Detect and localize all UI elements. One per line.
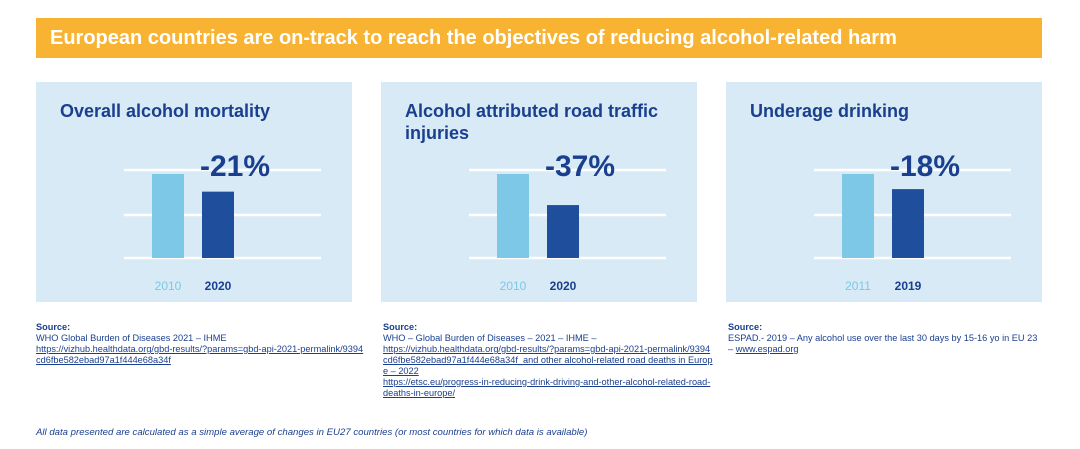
bar-2019	[892, 189, 924, 258]
change-percentage-label: -18%	[890, 150, 960, 183]
footnote: All data presented are calculated as a s…	[36, 427, 588, 438]
bar-2010	[497, 174, 529, 258]
source-link[interactable]: www.espad.org	[735, 344, 799, 354]
change-percentage-label: -37%	[545, 150, 615, 183]
tick-label-2011: 2011	[845, 279, 871, 293]
source-link[interactable]: https://etsc.eu/progress-in-reducing-dri…	[383, 377, 711, 398]
source-link[interactable]: https://vizhub.healthdata.org/gbd-result…	[383, 344, 713, 376]
source-text: WHO – Global Burden of Diseases – 2021 –…	[383, 333, 597, 343]
chart-title: Underage drinking	[750, 101, 910, 121]
bar-2020	[202, 191, 234, 258]
chart-title: Overall alcohol mortality	[60, 101, 271, 121]
bar-2011	[842, 174, 874, 258]
chart-svg: 2010 2020 -21%	[124, 150, 321, 293]
tick-label-2010: 2010	[155, 279, 182, 293]
chart-svg: 2010 2020 -37%	[469, 150, 666, 293]
source-text: WHO Global Burden of Diseases 2021 – IHM…	[36, 333, 227, 343]
source-note-mortality: Source: WHO Global Burden of Diseases 20…	[36, 322, 366, 366]
chart-panel-mortality: Overall alcohol mortality 2010 2020 -21%	[36, 82, 352, 302]
tick-label-2010: 2010	[500, 279, 527, 293]
tick-label-2019: 2019	[895, 279, 922, 293]
source-label: Source:	[383, 322, 418, 332]
bar-2010	[152, 174, 184, 258]
headline-title: European countries are on-track to reach…	[50, 26, 897, 49]
bar-2020	[547, 205, 579, 258]
chart-panel-underage-drinking: Underage drinking 2011 2019 -18%	[726, 82, 1042, 302]
source-label: Source:	[728, 322, 763, 332]
chart-title: Alcohol attributed road traffic injuries	[405, 101, 659, 143]
source-note-underage-drinking: Source: ESPAD.- 2019 – Any alcohol use o…	[728, 322, 1038, 355]
source-link[interactable]: https://vizhub.healthdata.org/gbd-result…	[36, 344, 364, 365]
source-label: Source:	[36, 322, 71, 332]
headline-banner: European countries are on-track to reach…	[36, 18, 1042, 58]
chart-panel-road-injuries: Alcohol attributed road traffic injuries…	[381, 82, 697, 302]
tick-label-2020: 2020	[550, 279, 577, 293]
change-percentage-label: -21%	[200, 150, 270, 183]
tick-label-2020: 2020	[205, 279, 232, 293]
chart-svg: 2011 2019 -18%	[814, 150, 1011, 293]
source-text: ESPAD.- 2019 – Any alcohol use over the …	[728, 333, 1038, 354]
source-note-road-injuries: Source: WHO – Global Burden of Diseases …	[383, 322, 713, 399]
